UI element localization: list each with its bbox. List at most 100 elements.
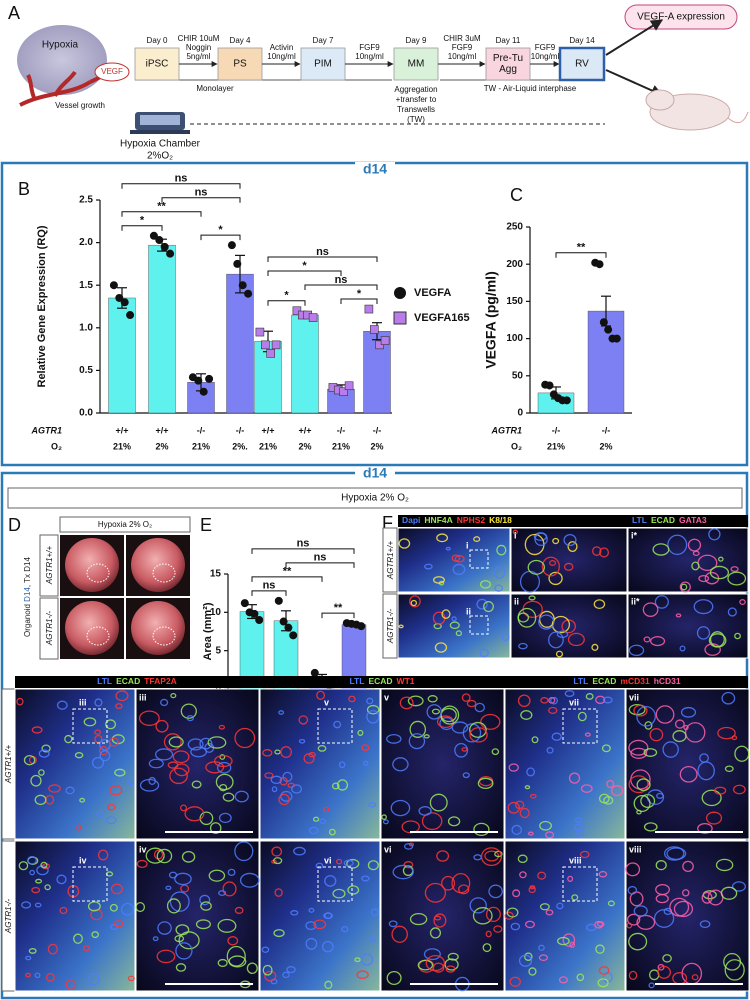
tissue-structure	[94, 698, 103, 707]
significance-bracket	[251, 590, 287, 596]
data-point	[155, 236, 164, 245]
tissue-structure	[398, 538, 411, 549]
tissue-structure	[409, 595, 421, 608]
tissue-structure	[469, 897, 487, 914]
tissue-structure	[483, 600, 494, 613]
roman-label: iv	[139, 844, 147, 854]
data-point	[271, 340, 281, 350]
significance-bracket	[304, 284, 378, 291]
tissue-structure	[698, 574, 710, 583]
y-tick-label: 250	[506, 222, 523, 233]
tissue-structure	[421, 812, 443, 831]
significance-label: ns	[316, 246, 329, 258]
tissue-structure	[496, 544, 507, 556]
tissue-structure	[714, 786, 727, 795]
tissue-structure	[270, 775, 283, 785]
data-point	[115, 293, 124, 302]
panel-label: E	[200, 515, 212, 535]
tissue-structure	[16, 697, 24, 706]
tissue-structure	[25, 955, 32, 961]
stain-name: K8/18	[489, 515, 512, 525]
treatment: CHIR 3uM	[443, 34, 481, 43]
tissue-structure	[168, 736, 184, 748]
step-day: Day 7	[313, 36, 334, 45]
x-tick-label: 21%	[113, 441, 131, 451]
data-point	[233, 259, 242, 268]
tissue-structure	[473, 822, 490, 837]
tissue-structure	[732, 784, 746, 795]
zoom-box	[317, 866, 353, 902]
implant-outline	[86, 626, 110, 646]
tissue-structure	[550, 696, 559, 705]
tissue-structure	[429, 927, 442, 939]
tissue-structure	[595, 695, 606, 705]
tissue-structure	[643, 748, 658, 757]
tissue-structure	[382, 819, 389, 825]
tissue-structure	[709, 565, 730, 580]
tissue-structure	[234, 727, 256, 749]
tissue-structure	[87, 972, 100, 986]
roman-label: ii*	[631, 596, 640, 606]
tissue-structure	[96, 810, 104, 818]
tissue-structure	[594, 920, 604, 929]
tissue-structure	[663, 846, 685, 861]
significance-bracket	[121, 183, 241, 189]
tissue-structure	[720, 886, 738, 900]
tissue-structure	[91, 931, 99, 939]
tissue-structure	[528, 967, 537, 976]
tissue-structure	[727, 607, 737, 617]
micrograph	[510, 527, 628, 593]
row-label-box	[382, 527, 398, 593]
aggregation-note: +transfer to	[396, 95, 437, 104]
tissue-structure	[701, 891, 713, 904]
tissue-structure	[551, 732, 562, 741]
tissue-structure	[441, 609, 451, 619]
y-tick-label: 5	[215, 645, 221, 656]
tissue-structure	[174, 763, 190, 777]
tissue-structure	[705, 811, 723, 825]
significance-label: ns	[195, 187, 208, 199]
step-name: PS	[233, 59, 247, 70]
x-tick-label: 2%.	[232, 441, 248, 451]
tissue-structure	[218, 812, 232, 824]
tissue-structure	[278, 793, 290, 806]
tissue-structure	[308, 907, 315, 913]
tissue-structure	[520, 710, 533, 720]
tissue-structure	[56, 700, 68, 710]
data-point	[255, 616, 264, 624]
tissue-structure	[655, 860, 667, 871]
roman-label: ii	[466, 606, 471, 616]
tissue-structure	[701, 789, 722, 807]
tissue-structure	[239, 872, 260, 888]
data-point	[310, 668, 319, 677]
data-point	[160, 242, 169, 251]
x-tick-label: +/+	[155, 425, 168, 435]
tissue-structure	[451, 616, 457, 622]
tissue-structure	[74, 752, 84, 759]
legend-marker	[394, 287, 406, 299]
tissue-structure	[324, 980, 333, 990]
tissue-structure	[480, 847, 503, 867]
banner	[7, 487, 743, 509]
tissue-structure	[633, 794, 651, 813]
panel-label: B	[18, 179, 30, 199]
tissue-structure	[264, 772, 274, 779]
data-point	[120, 298, 129, 307]
tissue-structure	[727, 571, 747, 586]
tissue-structure	[107, 803, 116, 811]
row-label: AGTR1-/-	[45, 611, 54, 647]
tissue-structure	[48, 784, 61, 793]
tissue-structure	[36, 865, 49, 876]
tissue-structure	[317, 745, 327, 752]
tissue-structure	[278, 710, 285, 715]
legend-marker	[393, 311, 407, 325]
tissue-structure	[170, 692, 177, 699]
tissue-structure	[165, 885, 172, 891]
tissue-structure	[461, 693, 471, 702]
tissue-structure	[579, 850, 590, 859]
significance-bracket	[200, 234, 241, 241]
tissue-structure	[636, 705, 656, 727]
tissue-structure	[366, 697, 374, 705]
y-tick-label: 15	[210, 569, 222, 580]
tissue-structure	[213, 754, 233, 768]
